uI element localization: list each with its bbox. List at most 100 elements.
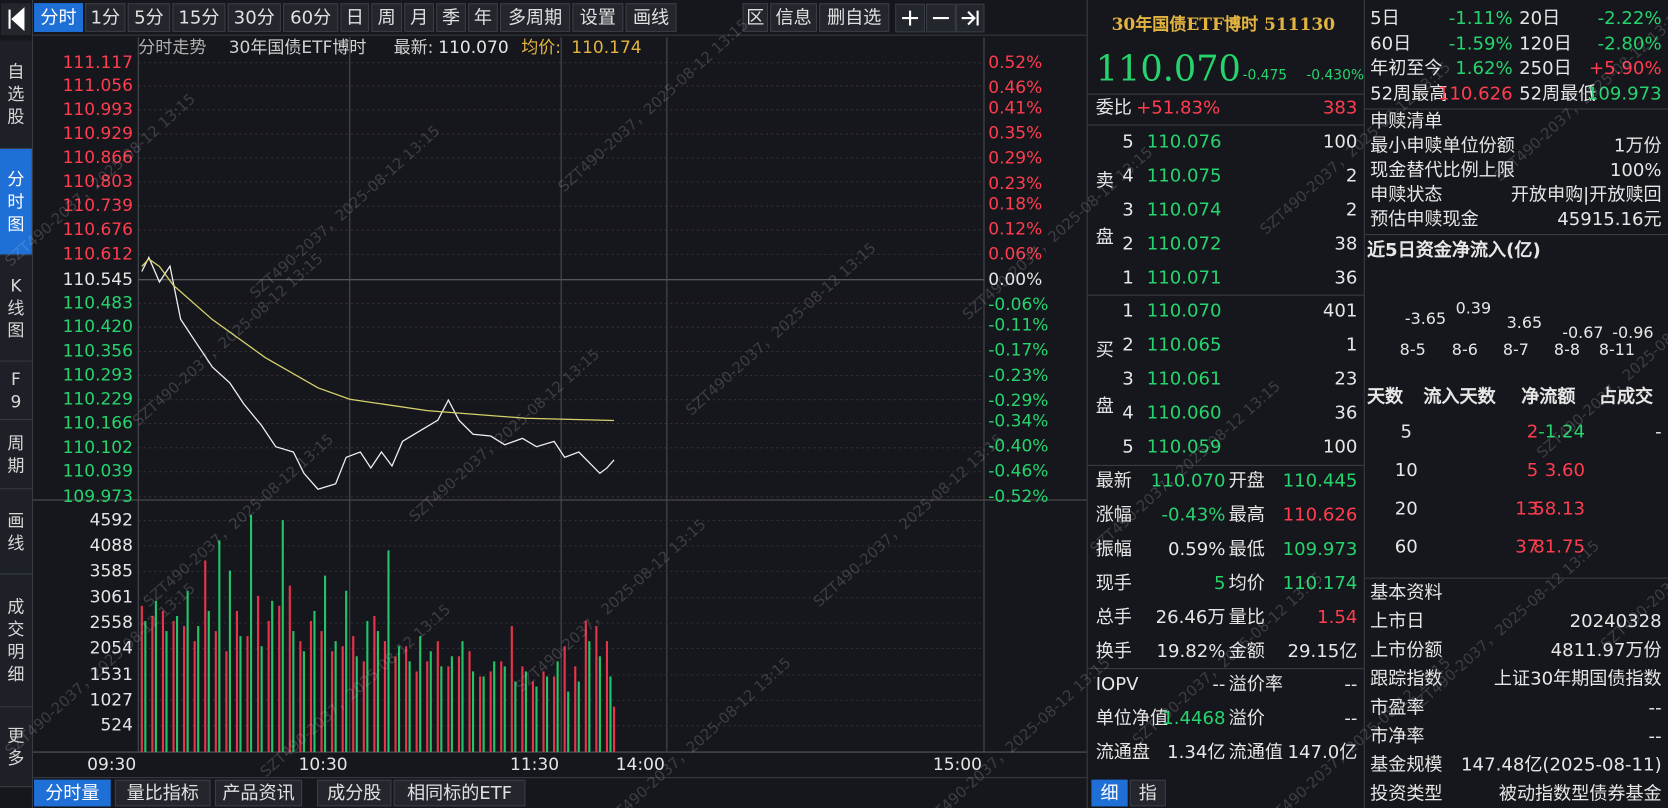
volume-bar — [440, 666, 443, 753]
period-button[interactable]: 分时 — [34, 3, 83, 32]
sidebar-item[interactable]: 成交明细 — [0, 574, 32, 708]
volume-tick-label: 2558 — [90, 613, 133, 633]
table-cell: 58.13 — [1533, 498, 1586, 520]
book-price: 110.075 — [1146, 165, 1222, 187]
sidebar-label: F9 — [10, 369, 22, 412]
period-button[interactable]: 画线 — [625, 3, 677, 32]
volume-bar — [545, 676, 549, 753]
period-button[interactable]: 1分 — [85, 3, 126, 32]
average-line — [141, 258, 615, 422]
sidebar-item[interactable]: 分时图 — [0, 148, 32, 256]
y-tick-label: 110.039 — [63, 462, 133, 482]
tool-button[interactable]: 区 — [742, 3, 769, 32]
return-label: 年初至今 — [1370, 58, 1443, 80]
sidebar-item[interactable]: 画线 — [0, 489, 32, 575]
volume-bar — [249, 515, 253, 753]
volume-bar — [514, 681, 517, 753]
volume-bar — [228, 570, 231, 753]
book-label: 盘 — [1095, 396, 1114, 418]
tool-button[interactable]: 信息 — [770, 3, 817, 32]
period-button[interactable]: 多周期 — [499, 3, 571, 32]
sidebar-label: K线图 — [7, 275, 25, 341]
volume-bar — [489, 671, 492, 753]
flow-value: 0.39 — [1455, 298, 1492, 318]
y-tick-label: 110.866 — [63, 148, 133, 168]
volume-bar — [207, 610, 210, 753]
table-cell: 13 — [1515, 498, 1539, 520]
volume-bar — [204, 560, 207, 753]
volume-bar — [334, 641, 337, 753]
stat-value: 110.070 — [1150, 470, 1226, 492]
period-button[interactable]: 月 — [404, 3, 435, 32]
book-level: 2 — [1122, 334, 1134, 356]
return-label: 52周最高 — [1370, 83, 1448, 105]
period-button[interactable]: 季 — [436, 3, 466, 32]
bottom-tab[interactable]: 相同标的ETF — [393, 779, 526, 807]
sidebar-item[interactable]: F9 — [0, 361, 32, 421]
volume-bar — [457, 656, 461, 753]
tool-button[interactable]: 删自选 — [819, 3, 890, 32]
flow-value: -3.65 — [1404, 309, 1447, 329]
detail-tab[interactable]: 指 — [1129, 779, 1166, 807]
y-tick-label: 111.117 — [63, 53, 133, 73]
sidebar-label: 周期 — [7, 432, 25, 476]
y-tick-label: 111.056 — [63, 76, 133, 96]
volume-bar — [257, 595, 260, 753]
period-button[interactable]: 年 — [468, 3, 498, 32]
sidebar-label: 画线 — [7, 510, 25, 553]
period-button[interactable]: 日 — [340, 3, 370, 32]
sidebar-item[interactable]: 更多 — [0, 707, 32, 788]
bottom-tab[interactable]: 成分股 — [317, 779, 392, 807]
icon-stroke — [961, 10, 979, 26]
bottom-tab[interactable]: 量比指标 — [114, 779, 211, 807]
sidebar-item[interactable]: 周期 — [0, 420, 32, 490]
basic-value: 4811.97万份 — [1550, 639, 1662, 662]
volume-bar — [281, 520, 284, 753]
chart-header-text: 110.070 — [438, 37, 509, 58]
redeem-label: 预估申赎现金 — [1370, 209, 1479, 231]
period-button[interactable]: 30分 — [227, 3, 281, 32]
period-button[interactable]: 60分 — [282, 3, 339, 32]
zoom-out-icon[interactable] — [926, 3, 956, 33]
volume-tick-label: 524 — [100, 716, 132, 736]
volume-bar — [225, 651, 228, 753]
volume-bar — [323, 575, 327, 753]
volume-bar — [260, 646, 263, 753]
stat-label: 流通值 — [1228, 742, 1283, 764]
bottom-tab[interactable]: 产品资讯 — [214, 779, 303, 807]
volume-bar — [366, 620, 369, 753]
period-button[interactable]: 15分 — [172, 3, 226, 32]
sidebar-item[interactable]: 自选股 — [0, 40, 32, 149]
volume-bar — [450, 656, 453, 753]
volume-bar — [598, 656, 601, 753]
bottom-tab[interactable]: 分时量 — [34, 779, 111, 807]
period-button[interactable]: 5分 — [127, 3, 171, 32]
sidebar-item[interactable]: K线图 — [0, 255, 32, 362]
collapse-icon[interactable] — [955, 3, 985, 33]
home-icon[interactable] — [1, 3, 31, 36]
zoom-in-icon[interactable] — [895, 3, 925, 33]
divider — [1364, 577, 1668, 579]
volume-bar — [436, 641, 439, 753]
table-cell: 60 — [1394, 536, 1418, 558]
y-tick-label: 110.356 — [63, 341, 133, 361]
book-level: 5 — [1122, 131, 1134, 153]
volume-bar — [373, 615, 376, 753]
basic-value: 20240328 — [1569, 611, 1662, 633]
return-value: 1.62% — [1455, 58, 1513, 80]
y2-tick-label: -0.52% — [988, 487, 1048, 507]
table-header: 净流额 — [1521, 386, 1576, 408]
period-button[interactable]: 设置 — [572, 3, 624, 32]
period-button[interactable]: 周 — [371, 3, 403, 32]
y2-tick-label: 0.23% — [988, 174, 1042, 194]
stat-value: 0.59% — [1168, 538, 1226, 560]
return-value: -2.80% — [1597, 33, 1662, 55]
table-cell: - — [1655, 421, 1662, 444]
volume-tick-label: 1531 — [90, 665, 133, 685]
volume-bar — [605, 641, 609, 753]
volume-bar — [609, 676, 612, 753]
volume-bar — [320, 631, 323, 753]
stat-label: 总手 — [1095, 606, 1132, 628]
detail-tab[interactable]: 细 — [1091, 779, 1128, 807]
book-level: 4 — [1122, 402, 1134, 424]
